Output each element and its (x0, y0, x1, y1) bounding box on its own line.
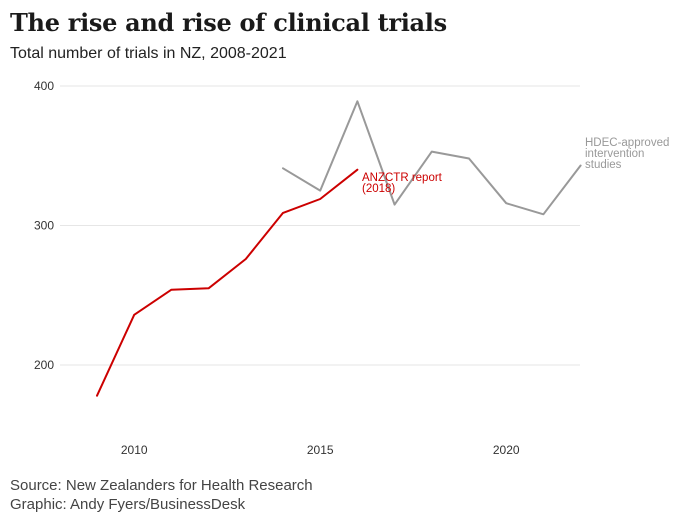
chart-title: The rise and rise of clinical trials (10, 8, 447, 37)
graphic-credit: Graphic: Andy Fyers/BusinessDesk (10, 496, 246, 513)
x-tick-label-2010: 2010 (121, 443, 148, 457)
series-labels: ANZCTR report (2018) HDEC-approved interven… (362, 137, 669, 195)
series-label-hdec: HDEC-approved intervention studies (585, 137, 669, 171)
chart-subtitle: Total number of trials in NZ, 2008-2021 (10, 45, 287, 62)
y-tick-label-300: 300 (34, 219, 54, 233)
series-lines (96, 100, 582, 397)
y-tick-label-200: 200 (34, 358, 54, 372)
x-tick-label-2020: 2020 (493, 443, 520, 457)
series-label-anzctr: ANZCTR report (2018) (362, 172, 443, 195)
source-note: Source: New Zealanders for Health Resear… (10, 477, 313, 494)
series-line-hdec (282, 100, 582, 216)
series-line-anzctr (96, 168, 359, 397)
y-axis-ticks: 200 300 400 (34, 79, 54, 372)
y-tick-label-400: 400 (34, 79, 54, 93)
x-tick-label-2015: 2015 (307, 443, 334, 457)
x-axis-ticks: 2010 2015 2020 (121, 443, 520, 457)
gridlines (60, 85, 580, 366)
